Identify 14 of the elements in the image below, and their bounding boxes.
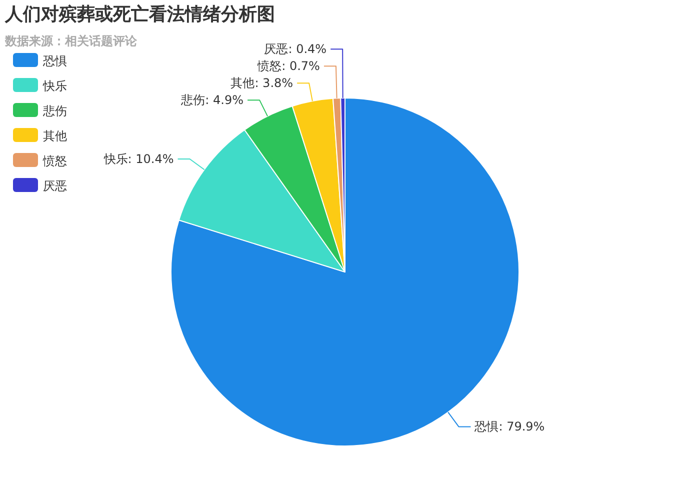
chart-subtitle: 数据来源：相关话题评论: [4, 34, 138, 48]
legend-label: 悲伤: [42, 104, 67, 118]
data-label: 厌恶: 0.4%: [264, 42, 327, 56]
legend-label: 愤怒: [42, 154, 67, 168]
data-label: 愤怒: 0.7%: [256, 59, 320, 74]
data-label: 悲伤: 4.9%: [180, 93, 244, 108]
chart-title: 人们对殡葬或死亡看法情绪分析图: [4, 4, 275, 25]
data-label: 快乐: 10.4%: [102, 152, 174, 166]
data-label: 其他: 3.8%: [230, 76, 294, 90]
legend-label: 恐惧: [42, 54, 67, 68]
data-label: 恐惧: 79.9%: [474, 420, 545, 434]
legend-label: 其他: [43, 129, 67, 143]
legend-label: 厌恶: [43, 179, 67, 193]
legend-label: 快乐: [42, 79, 67, 93]
